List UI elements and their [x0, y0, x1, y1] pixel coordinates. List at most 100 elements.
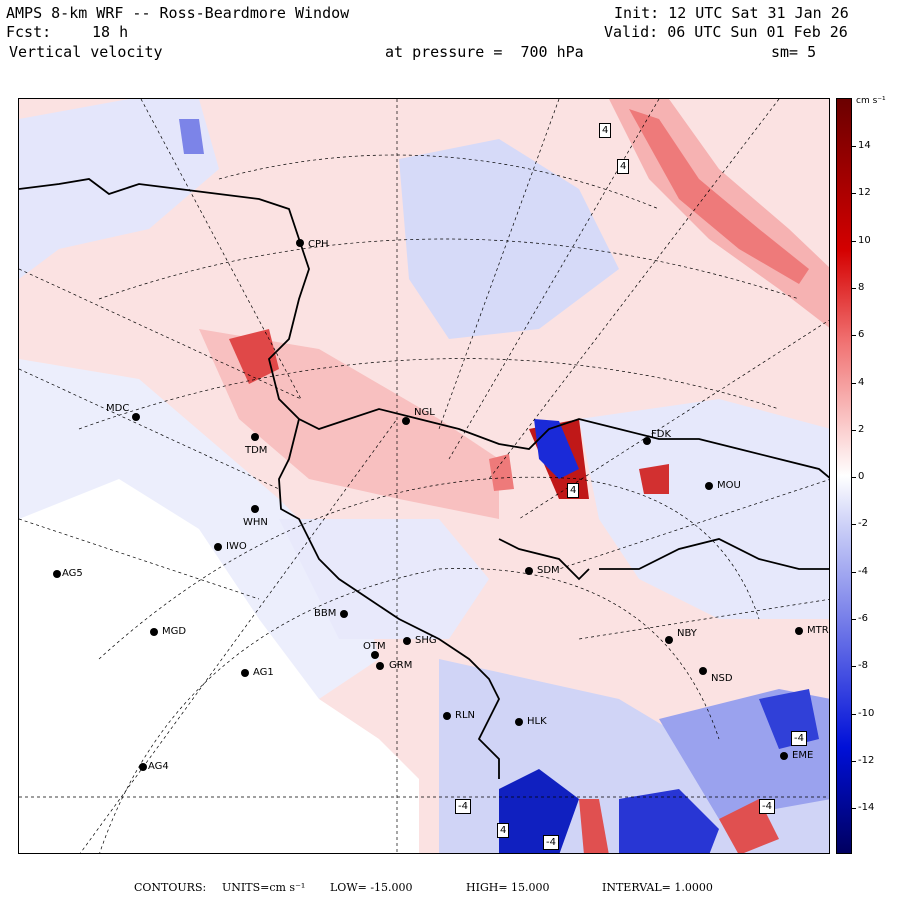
station-label-otm: OTM: [363, 641, 386, 652]
colorbar-tick-mark: [852, 477, 856, 479]
pos-core-small: [489, 454, 514, 491]
station-label-shg: SHG: [415, 635, 437, 646]
smoothing-value: sm= 5: [771, 43, 817, 61]
neg-region-north: [399, 139, 619, 339]
station-marker-sdm[interactable]: [525, 567, 533, 575]
station-label-iwo: IWO: [226, 541, 247, 552]
station-label-grm: GRM: [389, 660, 413, 671]
colorbar-tick-mark: [852, 571, 856, 573]
station-label-fdk: FDK: [651, 429, 672, 440]
station-marker-mdc[interactable]: [132, 413, 140, 421]
neg-region-east: [579, 399, 829, 619]
colorbar-tick-mark: [852, 666, 856, 668]
neg-core-nw: [179, 119, 204, 154]
map-canvas: [19, 99, 829, 853]
coastline: [19, 178, 829, 779]
colorbar-tick-mark: [852, 808, 856, 810]
colorbar-tick-label: -12: [858, 754, 875, 766]
neg-region-center: [279, 519, 489, 639]
colorbar-tick-label: -10: [858, 707, 875, 719]
station-label-mgd: MGD: [162, 626, 187, 637]
vertical-velocity-map[interactable]: CPH MDC TDM WHN IWO AG5 NGL BBM MGD AG1 OTM SHG GRM A…: [18, 98, 830, 854]
field-name: Vertical velocity: [9, 43, 163, 61]
station-label-mtr: MTR: [807, 625, 829, 636]
station-label-sdm: SDM: [537, 565, 560, 576]
plot-title: AMPS 8-km WRF -- Ross-Beardmore Window: [6, 4, 350, 22]
station-marker-mgd[interactable]: [150, 628, 158, 636]
colorbar-tick-mark: [852, 382, 856, 384]
pos-streak-south-1: [579, 799, 609, 853]
station-marker-mtr[interactable]: [795, 627, 803, 635]
station-marker-hlk[interactable]: [515, 718, 523, 726]
station-marker-ag4[interactable]: [139, 763, 147, 771]
station-label-ngl: NGL: [414, 407, 435, 418]
station-label-hlk: HLK: [527, 716, 547, 727]
footer-units: UNITS=cm s⁻¹: [222, 881, 306, 894]
colorbar: [836, 98, 852, 854]
station-marker-bbm[interactable]: [340, 610, 348, 618]
colorbar-tick-mark: [852, 429, 856, 431]
valid-time: Valid: 06 UTC Sun 01 Feb 26: [604, 23, 848, 41]
footer-interval: INTERVAL= 1.0000: [602, 881, 713, 894]
station-marker-ag5[interactable]: [53, 570, 61, 578]
contour-label: 4: [497, 823, 510, 838]
pressure-level: at pressure = 700 hPa: [385, 43, 584, 61]
contour-label: 4: [617, 159, 630, 174]
contour-label: 4: [567, 483, 580, 498]
station-label-mdc: MDC: [106, 403, 130, 414]
colorbar-tick-label: -6: [858, 613, 868, 624]
neg-core-south-1: [499, 769, 579, 853]
colorbar-tick-mark: [852, 335, 856, 337]
neg-core-south-2: [619, 789, 719, 853]
footer-low: LOW= -15.000: [330, 881, 413, 894]
zero-region-sw: [19, 479, 419, 853]
station-label-tdm: TDM: [245, 445, 268, 456]
station-label-ag4: AG4: [148, 761, 169, 772]
station-label-cph: CPH: [308, 239, 329, 250]
station-label-ag5: AG5: [62, 568, 83, 579]
init-time: Init: 12 UTC Sat 31 Jan 26: [614, 4, 849, 22]
station-label-mou: MOU: [717, 480, 741, 491]
contour-label: -4: [455, 799, 471, 814]
contour-label: 4: [599, 123, 612, 138]
station-marker-cph[interactable]: [296, 239, 304, 247]
station-label-ag1: AG1: [253, 667, 274, 678]
contour-label: -4: [543, 835, 559, 850]
station-marker-ag1[interactable]: [241, 669, 249, 677]
colorbar-tick-label: 8: [858, 281, 865, 293]
colorbar-tick-label: 4: [858, 376, 865, 388]
contour-label: -4: [759, 799, 775, 814]
station-marker-nby[interactable]: [665, 636, 673, 644]
station-marker-eme[interactable]: [780, 752, 788, 760]
forecast-label: Fcst:: [6, 23, 52, 41]
colorbar-tick-mark: [852, 287, 856, 289]
colorbar-tick-mark: [852, 524, 856, 526]
station-marker-fdk[interactable]: [643, 437, 651, 445]
pos-core-west: [229, 329, 279, 384]
station-marker-tdm[interactable]: [251, 433, 259, 441]
station-marker-iwo[interactable]: [214, 543, 222, 551]
colorbar-tick-label: -2: [858, 518, 868, 530]
colorbar-tick-mark: [852, 146, 856, 147]
station-marker-whn[interactable]: [251, 505, 259, 513]
colorbar-tick-mark: [852, 619, 856, 620]
station-marker-grm[interactable]: [376, 662, 384, 670]
station-marker-nsd[interactable]: [699, 667, 707, 675]
colorbar-tick-mark: [852, 193, 856, 195]
pos-core-mou: [639, 464, 669, 494]
latlon-grid: [19, 99, 829, 853]
station-label-nby: NBY: [677, 628, 697, 639]
colorbar-tick-label: 14: [858, 140, 871, 151]
contour-label: -4: [791, 731, 807, 746]
station-label-nsd: NSD: [711, 673, 733, 684]
station-label-rln: RLN: [455, 710, 475, 721]
station-marker-rln[interactable]: [443, 712, 451, 720]
station-marker-mou[interactable]: [705, 482, 713, 490]
colorbar-units: cm s⁻¹: [856, 96, 886, 106]
station-marker-otm[interactable]: [371, 651, 379, 659]
colorbar-tick-mark: [852, 713, 856, 715]
station-marker-shg[interactable]: [403, 637, 411, 645]
colorbar-tick-mark: [852, 760, 856, 762]
station-marker-ngl[interactable]: [402, 417, 410, 425]
footer-contours-label: CONTOURS:: [134, 881, 207, 894]
